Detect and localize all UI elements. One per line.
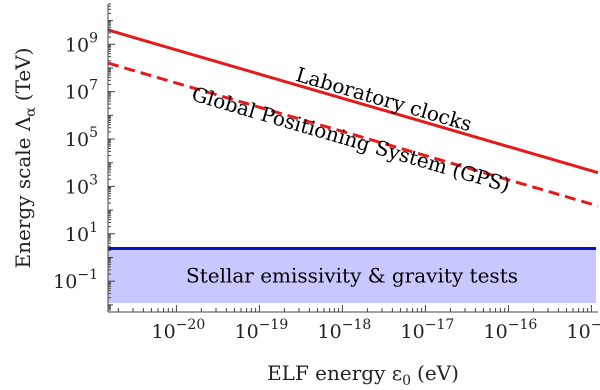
x-tick-label: 10−18 xyxy=(318,317,372,343)
y-tick-label: 109 xyxy=(65,30,98,56)
x-tick-label: 10−16 xyxy=(484,317,538,343)
y-tick-label: 103 xyxy=(65,172,98,198)
series-line-1 xyxy=(107,61,599,208)
y-axis-label: Energy scale Λα(TeV) xyxy=(11,48,39,269)
x-tick-label: 10−20 xyxy=(152,317,206,343)
x-ticks: 10−20 10−19 10−18 10−17 10−16 10−15 xyxy=(117,305,600,343)
series-layer xyxy=(107,28,599,208)
x-tick-label: 10−19 xyxy=(235,317,289,343)
series-line-0 xyxy=(107,28,599,175)
y-tick-label: 105 xyxy=(65,125,98,151)
y-tick-label: 107 xyxy=(65,78,98,104)
y-tick-label: 10−1 xyxy=(53,267,98,293)
y-tick-label: 101 xyxy=(65,220,98,246)
x-tick-label: 10−17 xyxy=(401,317,455,343)
y-ticks: 10−1 101 103 105 107 109 xyxy=(53,3,115,313)
stellar-band-label: Stellar emissivity & gravity tests xyxy=(186,264,518,288)
stellar-band xyxy=(108,248,596,303)
x-tick-label: 10−15 xyxy=(567,317,600,343)
x-axis-label: ELF energy ε0 (eV) xyxy=(267,361,459,389)
